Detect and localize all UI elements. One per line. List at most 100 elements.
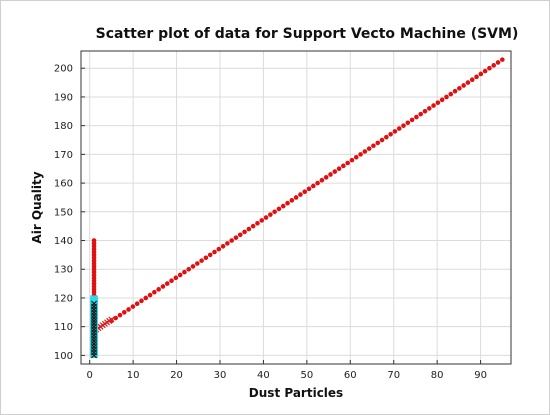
data-point [469,77,475,83]
data-point [160,284,166,289]
data-point [190,264,196,269]
data-point [91,238,97,243]
data-point [375,140,381,146]
data-point [315,180,320,186]
data-point [302,189,308,195]
x-tick-label: 40 [257,370,270,381]
data-point [293,195,299,200]
x-tick-label: 20 [170,370,183,381]
data-point [229,238,234,243]
data-point [268,212,273,217]
data-point [353,154,359,160]
data-point [108,316,115,323]
y-tick-label: 120 [54,293,73,304]
data-point [457,86,462,91]
data-point [358,152,363,157]
data-point [414,114,419,120]
data-point [259,218,265,223]
data-point [152,289,157,295]
x-tick-label: 70 [387,370,400,381]
data-point [426,106,432,111]
data-point [207,252,213,258]
data-point [500,57,505,62]
y-tick-label: 130 [54,265,73,276]
data-point [173,275,179,281]
data-point [272,209,277,215]
x-axis-label: Dust Particles [249,386,343,400]
data-point [362,149,368,154]
y-tick-label: 140 [54,236,73,247]
data-point [328,172,333,177]
data-point [212,249,217,255]
data-point [255,220,260,226]
data-point [203,255,209,261]
data-point [182,269,187,275]
data-point [242,229,247,235]
chart-title: Scatter plot of data for Support Vecto M… [96,26,519,42]
x-tick-label: 30 [214,370,227,381]
data-point [461,83,466,88]
data-point [495,60,501,65]
data-point [91,300,98,307]
data-point [195,261,200,266]
data-point [452,88,458,94]
x-tick-label: 80 [431,370,444,381]
data-point [276,206,282,212]
data-point [396,126,402,131]
data-point [392,129,398,134]
data-point [435,100,441,105]
data-point [113,315,118,321]
data-point [280,203,286,209]
data-point [491,63,497,68]
data-point [186,266,192,272]
y-tick-label: 190 [54,92,73,103]
data-point [233,235,239,240]
data-point [126,307,131,312]
x-tick-label: 60 [344,370,357,381]
data-point [177,272,183,278]
y-tick-label: 170 [54,150,73,161]
data-point [388,131,393,137]
data-point [117,312,123,318]
x-tick-label: 0 [86,370,92,381]
data-point [216,246,222,252]
data-point [482,68,488,74]
data-point [487,65,492,71]
data-point [143,295,149,301]
data-point [379,137,385,143]
data-point [130,304,136,309]
data-point [439,97,445,103]
data-point [474,74,479,80]
y-tick-label: 200 [54,64,73,75]
data-point [401,123,406,128]
data-point [147,292,153,298]
data-point [349,157,355,163]
data-point [341,163,346,169]
data-point [345,160,350,166]
data-point [246,226,252,232]
data-point [169,278,174,284]
data-point [289,198,295,203]
data-point [409,117,415,123]
data-point [384,134,389,140]
data-point [448,91,454,97]
data-point [90,295,96,301]
data-point [225,241,230,246]
data-point [139,298,144,304]
data-point [444,94,449,100]
x-tick-label: 50 [300,370,313,381]
data-point [405,120,411,126]
data-point [306,186,312,192]
axis-ticks: 0 10 20 30 40 50 60 70 80 90 100 110 120 130 140 150 160… [54,64,487,381]
data-points [90,57,505,359]
data-point [371,143,376,149]
data-point [478,71,484,77]
data-point [431,103,436,108]
data-point [237,232,243,238]
data-point [220,243,226,249]
data-point [121,310,127,315]
data-point [298,192,303,197]
data-point [250,223,256,229]
data-point [422,109,428,114]
